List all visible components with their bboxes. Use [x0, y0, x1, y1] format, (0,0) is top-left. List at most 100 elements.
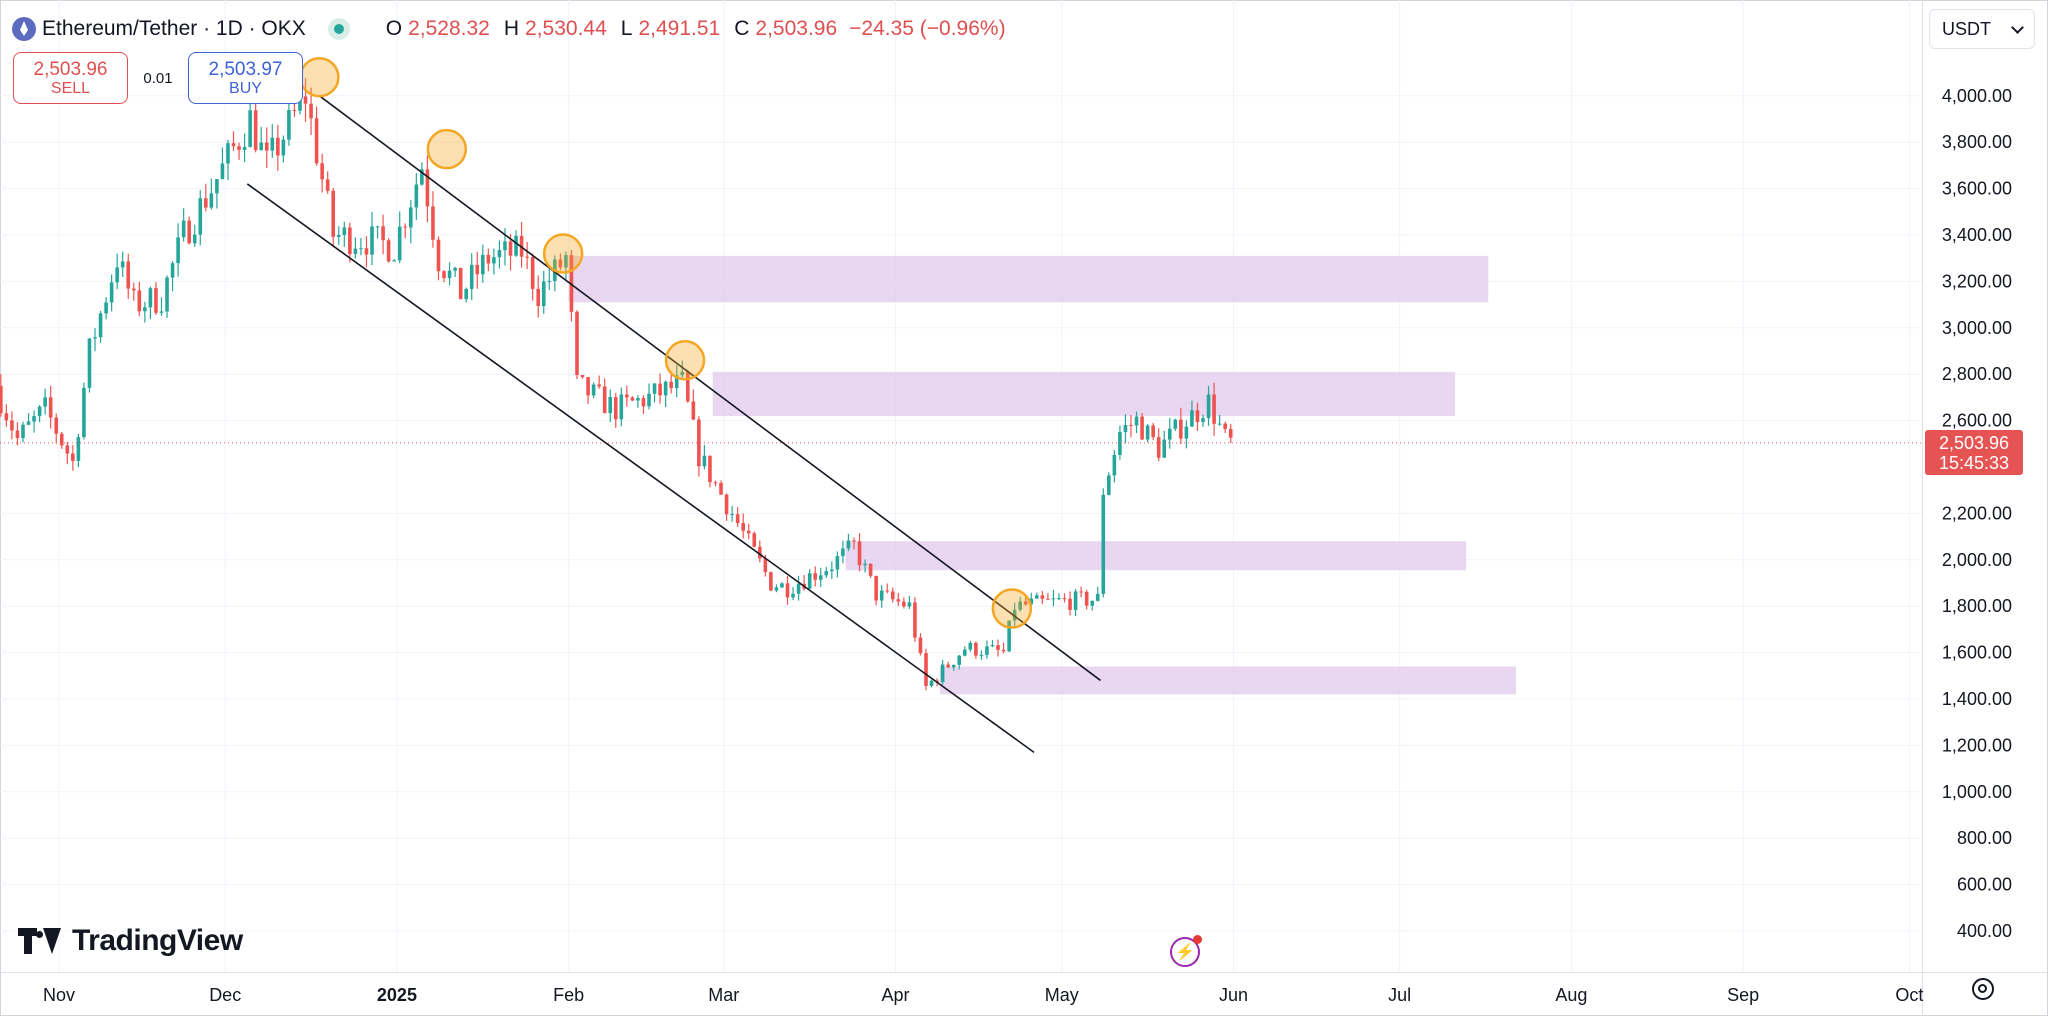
- market-status-icon[interactable]: [327, 18, 350, 40]
- candle: [1007, 620, 1011, 653]
- candle-body: [957, 655, 962, 665]
- candle: [1101, 488, 1106, 598]
- candle: [1179, 407, 1183, 445]
- candle-body: [109, 282, 114, 303]
- candle-body: [907, 602, 912, 607]
- candle: [453, 266, 457, 277]
- candle: [1195, 402, 1200, 431]
- candle-body: [841, 548, 845, 557]
- candle-body: [170, 263, 175, 278]
- supply-demand-zone[interactable]: [712, 371, 1456, 416]
- candle: [21, 421, 25, 443]
- trend-line[interactable]: [318, 95, 1101, 682]
- candle: [769, 571, 773, 592]
- candle: [708, 455, 712, 488]
- candle-body: [735, 514, 740, 524]
- candle: [746, 523, 751, 540]
- candle: [165, 275, 169, 318]
- candle: [4, 404, 9, 427]
- candle-body: [292, 109, 297, 111]
- touch-marker[interactable]: [542, 233, 584, 274]
- supply-demand-zone[interactable]: [845, 541, 1467, 571]
- candle: [242, 133, 247, 163]
- candle: [458, 267, 463, 300]
- candle: [890, 587, 895, 603]
- candle-body: [813, 573, 818, 580]
- touch-marker[interactable]: [299, 56, 340, 98]
- candle-body: [868, 563, 873, 576]
- candle-body: [730, 514, 734, 516]
- y-tick-label: 600.00: [1957, 875, 2012, 895]
- candle-body: [525, 256, 529, 258]
- buy-button[interactable]: 2,503.97 BUY: [188, 52, 303, 104]
- touch-marker[interactable]: [426, 128, 468, 170]
- candle-body: [397, 226, 402, 261]
- candle: [885, 583, 890, 594]
- touch-marker[interactable]: [991, 588, 1033, 629]
- candle-body: [1007, 620, 1011, 652]
- trend-line[interactable]: [246, 183, 1035, 754]
- candle: [874, 575, 878, 606]
- candle-body: [93, 337, 97, 339]
- candle: [264, 127, 269, 168]
- supply-demand-zone[interactable]: [568, 255, 1489, 303]
- candle-body: [1057, 598, 1061, 600]
- candle-body: [48, 397, 53, 418]
- candle-body: [1035, 595, 1039, 599]
- candle-body: [752, 533, 757, 547]
- candle-body: [392, 260, 396, 262]
- candle: [248, 101, 252, 148]
- buy-price: 2,503.97: [208, 58, 283, 80]
- lightning-icon[interactable]: ⚡: [1170, 935, 1202, 967]
- candle: [536, 275, 541, 318]
- y-tick-label: 1,000.00: [1942, 782, 2012, 802]
- currency-select[interactable]: USDT: [1929, 9, 2035, 49]
- candle: [486, 248, 491, 271]
- candle: [1073, 588, 1078, 617]
- candle: [663, 380, 668, 407]
- symbol-title[interactable]: Ethereum/Tether · 1D · OKX: [42, 17, 306, 40]
- candle: [586, 376, 590, 405]
- candle: [591, 382, 596, 399]
- candle-body: [1090, 600, 1095, 606]
- candle: [685, 369, 690, 403]
- candle-body: [26, 421, 31, 425]
- supply-demand-zone[interactable]: [939, 666, 1517, 695]
- touch-marker[interactable]: [664, 340, 706, 381]
- candle: [442, 270, 446, 283]
- candle-body: [253, 110, 258, 151]
- candle-body: [1018, 601, 1022, 610]
- candle-body: [852, 540, 856, 542]
- candle-body: [951, 664, 956, 668]
- x-tick-label: Mar: [708, 985, 739, 1005]
- x-tick-label: Jul: [1388, 985, 1411, 1005]
- candle-body: [1162, 439, 1167, 458]
- x-tick-label: Jun: [1219, 985, 1248, 1005]
- candle: [237, 142, 241, 160]
- tradingview-logo[interactable]: TradingView: [18, 924, 243, 958]
- candle: [0, 374, 3, 417]
- candle: [1134, 411, 1139, 433]
- candle-body: [10, 420, 14, 431]
- candle-body: [896, 599, 901, 602]
- candle: [630, 396, 635, 402]
- y-tick-label: 3,200.00: [1942, 271, 2012, 291]
- candle-body: [968, 642, 973, 650]
- candle-body: [1134, 416, 1139, 426]
- candle-body: [408, 207, 413, 228]
- candle: [159, 297, 164, 316]
- sell-button[interactable]: 2,503.96 SELL: [13, 52, 128, 104]
- candle-body: [43, 397, 47, 407]
- candle: [1040, 590, 1045, 605]
- candle-body: [65, 445, 70, 454]
- x-tick-label: 2025: [377, 985, 417, 1005]
- currency-value: USDT: [1942, 18, 1991, 39]
- candle: [985, 640, 989, 659]
- candle-body: [353, 248, 358, 255]
- y-tick-label: 1,600.00: [1942, 643, 2012, 663]
- gear-icon[interactable]: [1972, 978, 1994, 1000]
- candle-body: [1228, 428, 1233, 438]
- candle: [26, 413, 31, 426]
- candle: [71, 445, 75, 471]
